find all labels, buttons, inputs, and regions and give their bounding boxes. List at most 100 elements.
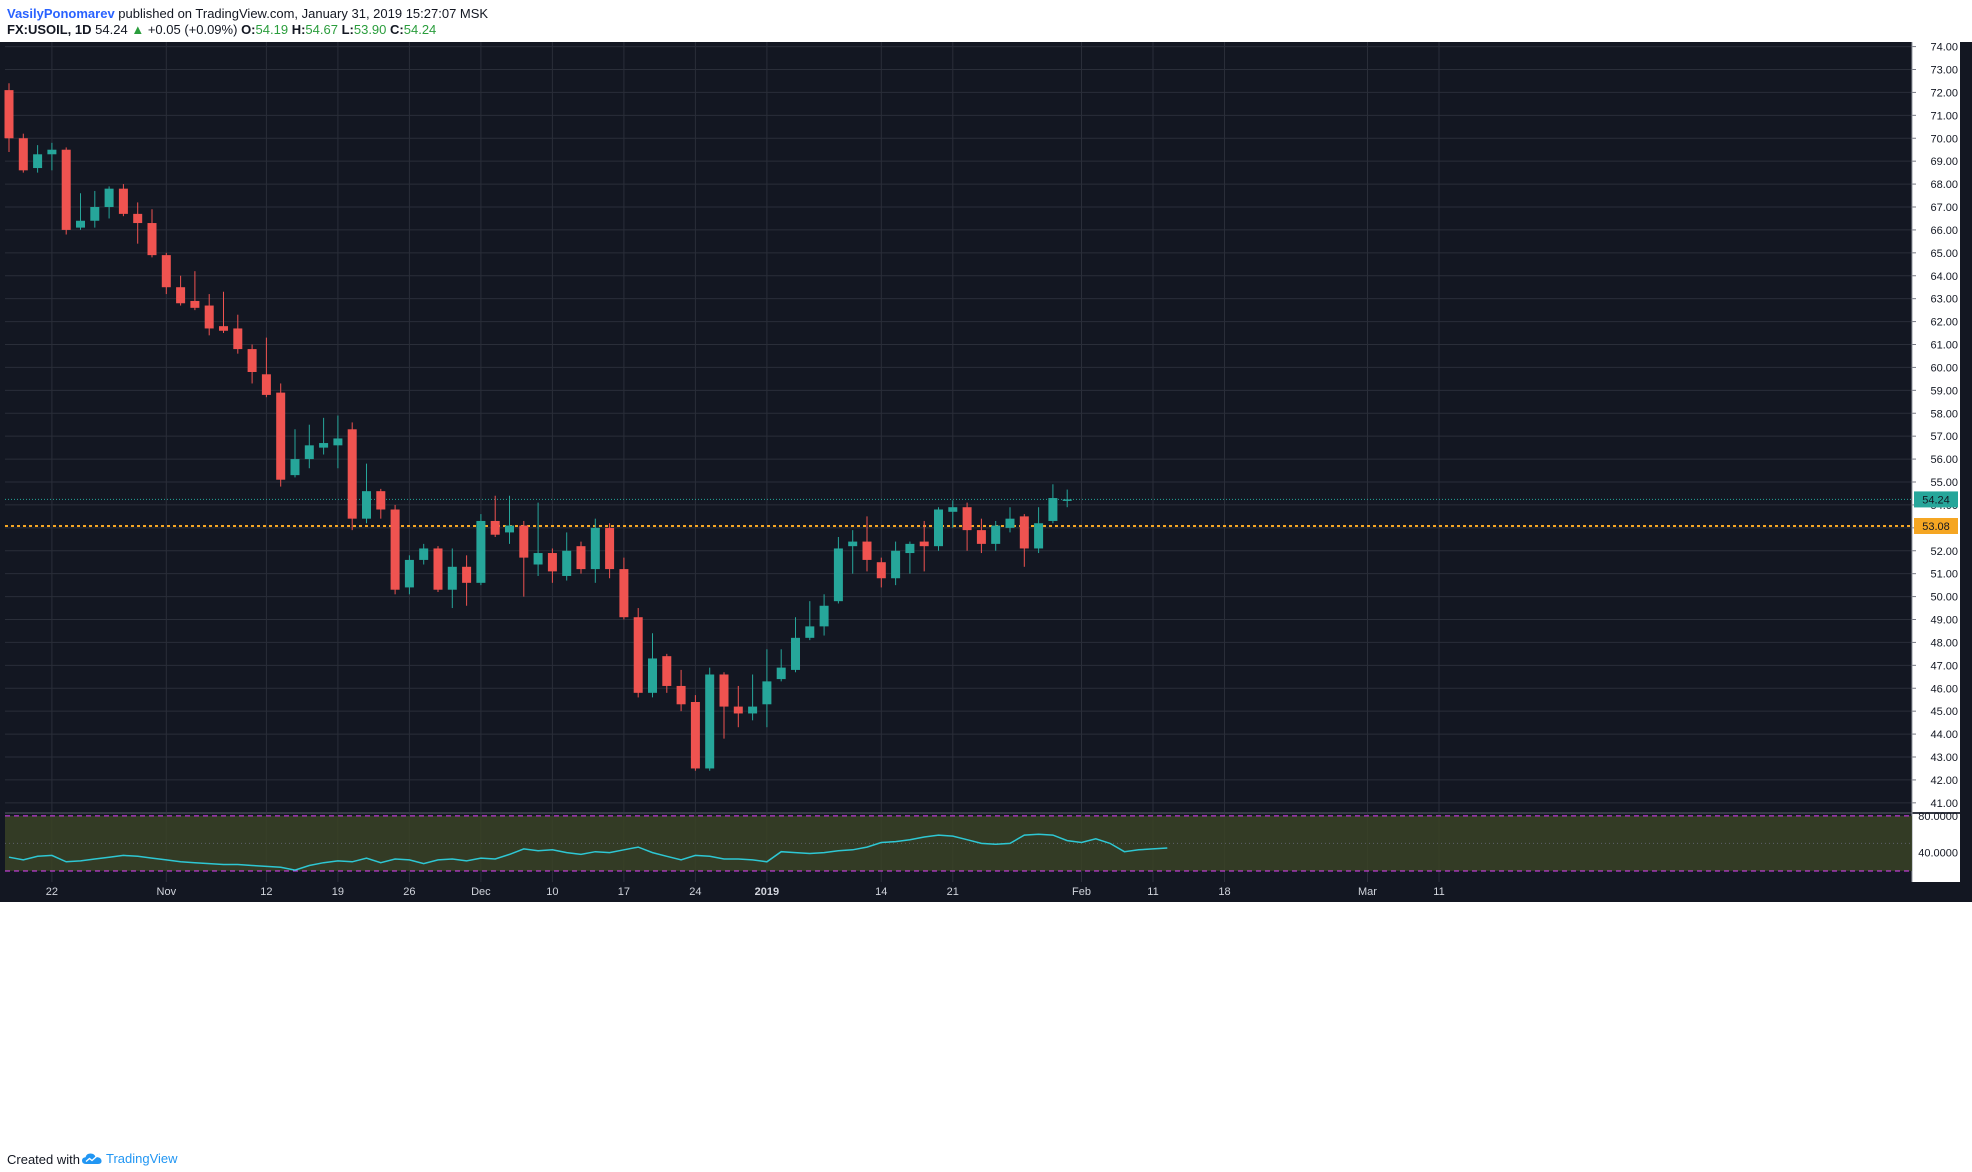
high-label: H:	[291, 22, 306, 37]
candle-body	[805, 626, 815, 638]
level-price-badge	[1914, 518, 1958, 534]
published-text: published on TradingView.com, January 31…	[118, 6, 489, 21]
time-axis-panel	[0, 882, 1912, 900]
time-tick-label: 14	[875, 886, 887, 898]
candle-body	[90, 207, 100, 221]
candle-body	[862, 541, 872, 560]
chart-header: VasilyPonomarev published on TradingView…	[0, 0, 1972, 42]
tradingview-link[interactable]: TradingView	[81, 1151, 178, 1166]
candle-body	[991, 525, 1001, 544]
candle-body	[748, 706, 758, 714]
price-tick-label: 45.00	[1930, 706, 1958, 718]
tradingview-cloud-icon	[82, 1153, 102, 1164]
candle-body	[219, 326, 228, 331]
time-tick-label: 10	[546, 886, 558, 898]
candle-body	[676, 685, 686, 705]
candle-body	[533, 553, 543, 565]
candle-body	[576, 546, 586, 570]
candle-body	[462, 566, 472, 583]
price-tick-label: 46.00	[1930, 683, 1958, 695]
low-value: 53.90	[353, 22, 387, 37]
candle-body	[791, 637, 800, 670]
price-tick-label: 47.00	[1930, 660, 1958, 672]
candle-body	[33, 154, 43, 169]
candle-body	[948, 507, 958, 512]
candle-body	[204, 305, 214, 329]
price-tick-label: 59.00	[1930, 385, 1958, 397]
candle-body	[276, 392, 286, 480]
candle-body	[505, 525, 514, 533]
price-tick-label: 67.00	[1930, 202, 1958, 214]
candle-body	[962, 507, 972, 531]
chart-background	[0, 42, 1972, 902]
candle-body	[562, 550, 572, 576]
rsi-upper-label: 80.0000	[1918, 811, 1958, 823]
candle-body	[118, 188, 128, 214]
candle-body	[47, 149, 57, 155]
time-tick-label: 11	[1433, 886, 1444, 898]
chart-footer: Created with TradingView	[0, 1145, 1972, 1172]
price-tick-label: 61.00	[1930, 340, 1958, 352]
rsi-line	[8, 833, 1168, 871]
price-tick-label: 66.00	[1930, 225, 1958, 237]
candle-body	[133, 213, 143, 224]
price-tick-label: 44.00	[1930, 729, 1958, 741]
candle-body	[819, 605, 829, 627]
last-price-label: 54.24	[1922, 494, 1950, 506]
candle-body	[919, 541, 929, 547]
price-tick-label: 69.00	[1930, 156, 1958, 168]
last-price-badge	[1914, 491, 1958, 508]
price-tick-label: 71.00	[1930, 110, 1958, 122]
price-chart[interactable]: 41.00 42.00 43.00 44.00 45.00 46.00 47.00 48.00…	[0, 42, 1972, 1145]
time-tick-label: 19	[332, 886, 344, 898]
candle-body	[1005, 518, 1015, 528]
price-tick-label: 43.00	[1930, 752, 1958, 764]
candle-body	[261, 374, 271, 395]
candle-body	[719, 674, 729, 707]
time-tick-label: 24	[689, 886, 701, 898]
price-tick-label: 51.00	[1930, 569, 1958, 581]
price-tick-label: 50.00	[1930, 592, 1958, 604]
author-link[interactable]: VasilyPonomarev	[7, 6, 115, 21]
candle-body	[833, 548, 843, 602]
change-value: +0.05 (+0.09%)	[147, 22, 238, 37]
candle-body	[4, 90, 14, 139]
publish-info: VasilyPonomarev published on TradingView…	[7, 6, 488, 21]
time-tick-label: 12	[260, 886, 272, 898]
low-label: L:	[341, 22, 354, 37]
candle-body	[733, 706, 743, 714]
price-tick-label: 65.00	[1930, 248, 1958, 260]
candle-body	[190, 300, 200, 308]
close-value: 54.24	[403, 22, 437, 37]
candle-body	[319, 443, 329, 448]
candle-body	[362, 491, 371, 519]
candle-body	[848, 541, 858, 547]
candle-body	[104, 188, 114, 207]
candle-body	[705, 674, 715, 769]
price-tick-label: 74.00	[1930, 42, 1958, 54]
candle-body	[290, 459, 300, 476]
time-tick-label: 2019	[755, 886, 779, 898]
candle-body	[490, 520, 500, 535]
time-tick-label: 22	[46, 886, 58, 898]
candle-body	[648, 658, 657, 693]
brand-label: TradingView	[106, 1151, 178, 1166]
candle-body	[18, 138, 28, 171]
level-price-label: 53.08	[1922, 521, 1950, 533]
candle-body	[347, 429, 357, 519]
created-with-text: Created with	[7, 1152, 80, 1167]
symbol-label[interactable]: FX:USOIL, 1D	[7, 22, 92, 37]
candle-body	[419, 548, 429, 560]
time-tick-label: 17	[618, 886, 630, 898]
candle-body	[476, 520, 486, 583]
candle-body	[762, 681, 772, 705]
rsi-mid-label: 40.0000	[1918, 848, 1958, 860]
price-tick-label: 60.00	[1930, 362, 1958, 374]
candle-body	[1019, 516, 1029, 549]
high-value: 54.67	[305, 22, 338, 37]
candle-body	[690, 702, 700, 769]
price-tick-label: 55.00	[1930, 477, 1958, 489]
time-tick-label: 21	[947, 886, 959, 898]
price-tick-label: 49.00	[1930, 615, 1958, 627]
candle-body	[976, 530, 986, 544]
